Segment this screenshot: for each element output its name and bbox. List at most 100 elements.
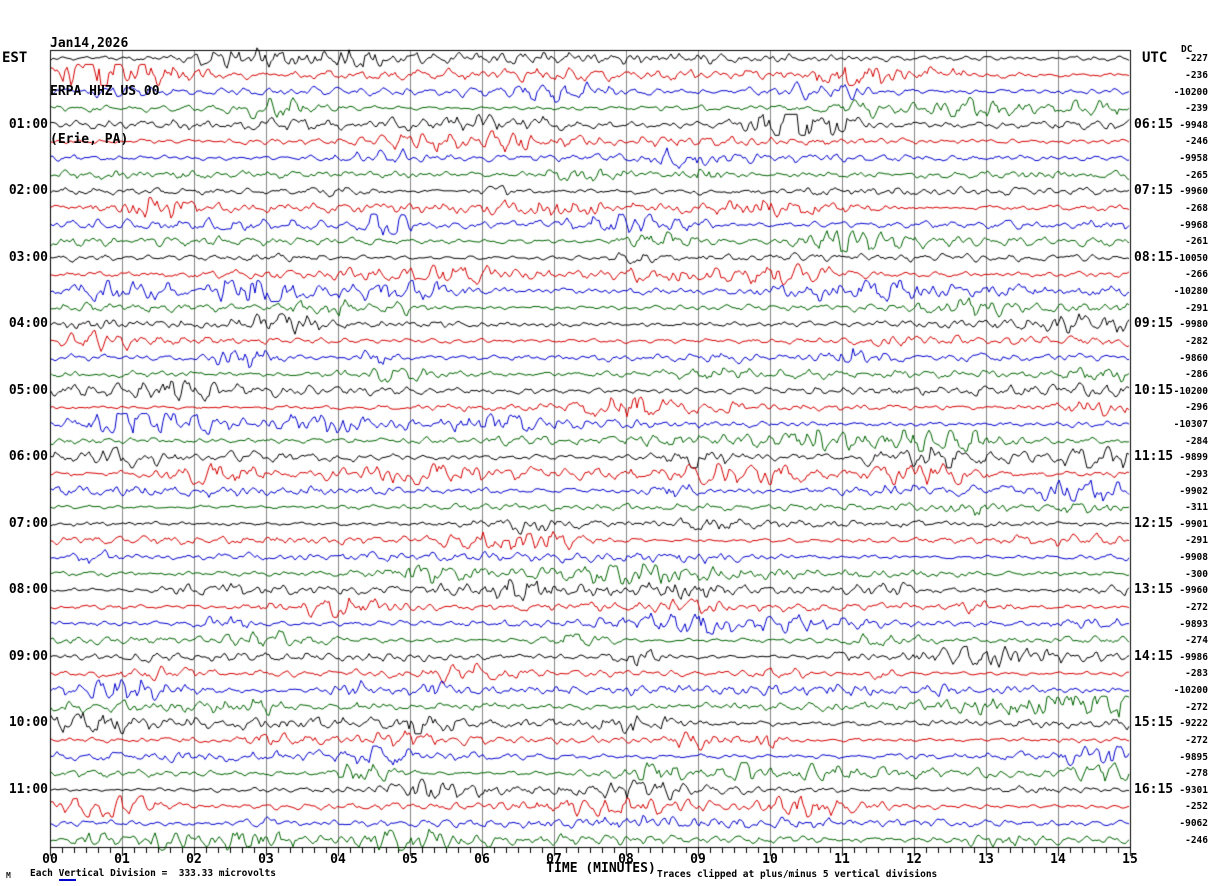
hour-label-utc: 09:15 [1134,316,1174,332]
hour-label-est: 11:00 [8,781,48,797]
axis-minute-label: 11 [834,852,850,867]
dc-value: -296 [1185,402,1208,414]
dc-value: -9899 [1179,452,1208,464]
dc-value: -9895 [1179,751,1208,763]
dc-value: -246 [1185,136,1208,148]
dc-value: -10200 [1173,685,1208,697]
dc-value: -272 [1185,734,1208,746]
dc-value: -10200 [1173,385,1208,397]
hour-label-utc: 15:15 [1134,715,1174,731]
dc-value: -266 [1185,269,1208,281]
hour-label-utc: 13:15 [1134,582,1174,598]
axis-minute-label: 07 [546,852,562,867]
axis-minute-label: 03 [258,852,274,867]
hour-label-est: 07:00 [8,515,48,531]
hour-label-est: 01:00 [8,116,48,132]
hour-label-utc: 11:15 [1134,449,1174,465]
x-axis-title: TIME (MINUTES) [546,861,656,876]
footer-left-underlined: Ver [58,868,76,881]
hour-label-est: 06:00 [8,449,48,465]
timezone-label-est: EST [2,50,28,66]
hour-label-est: 10:00 [8,715,48,731]
dc-value: -311 [1185,502,1208,514]
dc-value: -252 [1185,801,1208,813]
dc-value: -239 [1185,103,1208,115]
footer-left-post: tical Division = 333.33 microvolts [75,868,276,879]
dc-value: -278 [1185,768,1208,780]
dc-value: -261 [1185,236,1208,248]
dc-column-header: DC [1181,44,1193,55]
dc-value: -9986 [1179,651,1208,663]
dc-value: -300 [1185,568,1208,580]
dc-value: -9893 [1179,618,1208,630]
axis-minute-label: 02 [186,852,202,867]
hour-label-utc: 16:15 [1134,781,1174,797]
axis-minute-label: 13 [978,852,994,867]
axis-minute-label: 05 [402,852,418,867]
dc-value: -284 [1185,435,1208,447]
axis-minute-label: 00 [42,852,58,867]
hour-label-est: 09:00 [8,648,48,664]
axis-minute-label: 01 [114,852,130,867]
hour-label-est: 08:00 [8,582,48,598]
dc-value: -293 [1185,468,1208,480]
hour-label-est: 02:00 [8,183,48,199]
dc-value: -265 [1185,169,1208,181]
dc-value: -9860 [1179,352,1208,364]
axis-minute-label: 04 [330,852,346,867]
dc-value: -9222 [1179,718,1208,730]
dc-value: -9960 [1179,585,1208,597]
dc-value: -9980 [1179,319,1208,331]
axis-minute-label: 15 [1122,852,1138,867]
header-location: (Erie, PA) [50,132,129,147]
dc-value: -10280 [1173,286,1208,298]
hour-label-utc: 07:15 [1134,183,1174,199]
plot-header: Jan14,2026 ERPA HHZ US 00 (Erie, PA) [50,4,160,180]
header-date: Jan14,2026 [50,36,129,51]
dc-value: -272 [1185,601,1208,613]
dc-value: -10307 [1173,419,1208,431]
dc-value: -227 [1185,53,1208,65]
axis-minute-label: 08 [618,852,634,867]
dc-value: -236 [1185,69,1208,81]
dc-value: -268 [1185,202,1208,214]
dc-value: -9902 [1179,485,1208,497]
dc-value: -283 [1185,668,1208,680]
hour-label-est: 04:00 [8,316,48,332]
hour-label-utc: 06:15 [1134,116,1174,132]
dc-value: -9968 [1179,219,1208,231]
dc-value: -9958 [1179,153,1208,165]
dc-value: -10200 [1173,86,1208,98]
dc-value: -9908 [1179,552,1208,564]
timezone-label-utc: UTC [1142,50,1168,66]
dc-value: -9062 [1179,818,1208,830]
dc-value: -9960 [1179,186,1208,198]
small-m-mark: M [6,871,11,880]
dc-value: -291 [1185,535,1208,547]
footer-left-pre: Each [30,868,59,879]
footer-clip-note: Traces clipped at plus/minus 5 vertical … [657,869,938,880]
dc-value: -291 [1185,302,1208,314]
dc-value: -282 [1185,335,1208,347]
dc-value: -286 [1185,369,1208,381]
axis-minute-label: 06 [474,852,490,867]
hour-label-utc: 12:15 [1134,515,1174,531]
axis-minute-label: 14 [1050,852,1066,867]
hour-label-est: 05:00 [8,382,48,398]
hour-label-est: 03:00 [8,249,48,265]
dc-value: -274 [1185,635,1208,647]
dc-value: -9301 [1179,784,1208,796]
dc-value: -9948 [1179,119,1208,131]
footer-vertical-division: Each Vertical Division = 333.33 microvol… [30,868,276,881]
dc-value: -10050 [1173,252,1208,264]
hour-label-utc: 10:15 [1134,382,1174,398]
axis-minute-label: 10 [762,852,778,867]
header-station: ERPA HHZ US 00 [50,84,160,99]
axis-minute-label: 12 [906,852,922,867]
hour-label-utc: 14:15 [1134,648,1174,664]
dc-value: -9901 [1179,518,1208,530]
dc-value: -246 [1185,834,1208,846]
dc-value: -272 [1185,701,1208,713]
